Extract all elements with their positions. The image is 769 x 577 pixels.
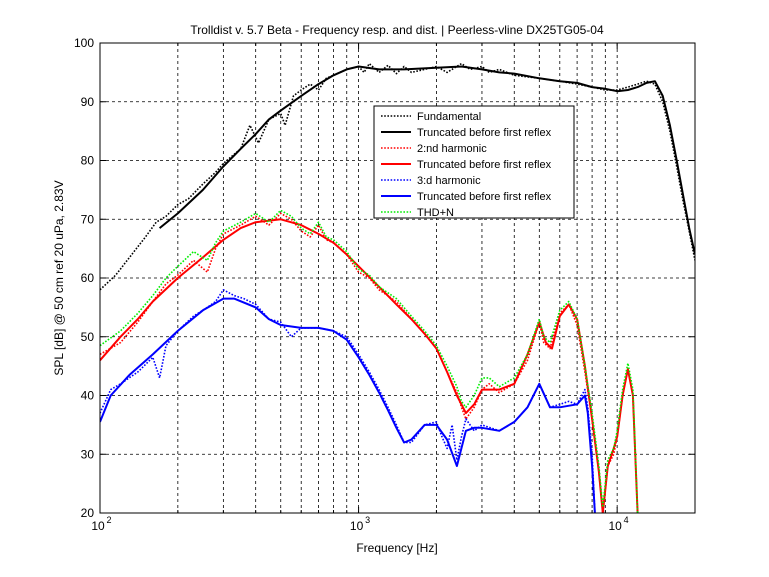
y-tick-labels: 20 30 40 50 60 70 80 90 100 (74, 36, 94, 520)
series-line-2 (158, 65, 695, 255)
legend-box (373, 105, 575, 219)
y-tick-label: 100 (74, 36, 94, 50)
x-tick-label: 10 (350, 519, 364, 533)
y-tick-label: 90 (81, 95, 95, 109)
legend-label-6: Truncated before first reflex (417, 191, 552, 203)
legend-label-3: 2:nd harmonic (417, 143, 487, 155)
y-tick-label: 70 (81, 212, 95, 226)
y-tick-label: 60 (81, 271, 95, 285)
x-axis-label: Frequency [Hz] (356, 541, 437, 555)
legend-label-5: 3:d harmonic (417, 175, 481, 187)
legend-label-2: Truncated before first reflex (417, 127, 552, 139)
x-tick-label: 10 (608, 519, 622, 533)
axis-ticks (99, 42, 696, 514)
y-tick-label: 80 (81, 154, 95, 168)
y-axis-label: SPL [dB] @ 50 cm ref 20 uPa, 2.83V (52, 180, 66, 375)
y-tick-label: 20 (81, 506, 95, 520)
x-tick-label-exponent: 3 (365, 515, 370, 525)
legend-label-7: THD+N (417, 207, 454, 219)
legend: Fundamental Truncated before first reflex… (373, 105, 575, 219)
x-tick-labels: 10 2 10 3 10 4 (91, 515, 628, 533)
y-tick-label: 50 (81, 330, 95, 344)
series-layer (100, 62, 695, 513)
x-tick-label-exponent: 4 (624, 515, 629, 525)
series-line-6 (100, 297, 596, 513)
series-line-7 (100, 209, 639, 513)
y-tick-label: 30 (81, 447, 95, 461)
series-line-1 (100, 62, 695, 291)
x-tick-label-exponent: 2 (106, 515, 111, 525)
legend-label-1: Fundamental (417, 111, 481, 123)
y-tick-label: 40 (81, 389, 95, 403)
legend-label-4: Truncated before first reflex (417, 159, 552, 171)
chart-title: Trolldist v. 5.7 Beta - Frequency resp. … (190, 23, 604, 37)
x-tick-label: 10 (91, 519, 105, 533)
